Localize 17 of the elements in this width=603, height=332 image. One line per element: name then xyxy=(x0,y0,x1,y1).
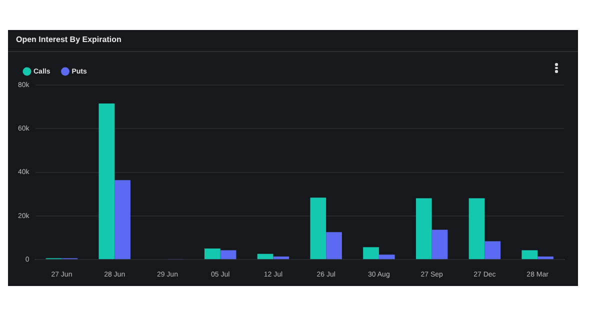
bar xyxy=(326,232,342,260)
bar xyxy=(432,230,448,260)
bar xyxy=(310,198,326,260)
bar xyxy=(378,254,395,260)
bar xyxy=(98,104,115,260)
chart-title: Open Interest By Expiration xyxy=(16,35,122,44)
bar xyxy=(204,248,220,260)
bar xyxy=(538,256,554,260)
bar xyxy=(468,198,485,260)
bar xyxy=(484,241,501,260)
bar xyxy=(522,250,538,260)
bar xyxy=(220,250,236,260)
bar xyxy=(114,180,130,260)
bar xyxy=(363,247,379,260)
bar xyxy=(257,254,274,260)
bar xyxy=(273,256,290,260)
bar xyxy=(416,198,432,260)
